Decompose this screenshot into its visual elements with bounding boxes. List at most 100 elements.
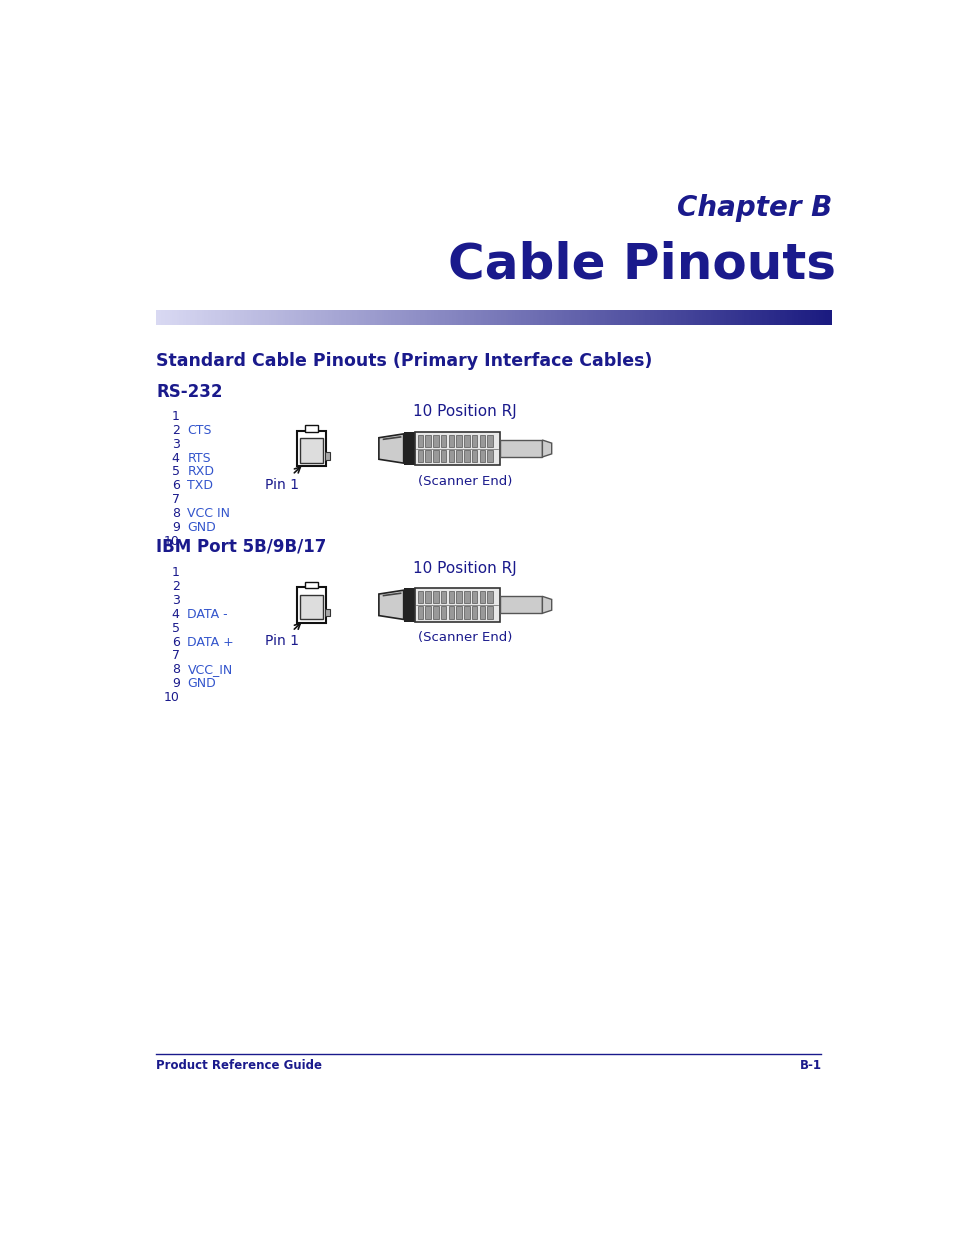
- Bar: [543, 310, 545, 325]
- Bar: [456, 310, 457, 325]
- Bar: [561, 310, 563, 325]
- Text: RTS: RTS: [187, 452, 211, 464]
- Bar: [748, 310, 750, 325]
- Bar: [440, 606, 446, 619]
- Bar: [431, 310, 433, 325]
- Bar: [609, 310, 611, 325]
- Bar: [368, 310, 370, 325]
- Bar: [690, 310, 692, 325]
- Bar: [217, 310, 219, 325]
- Bar: [379, 310, 381, 325]
- Bar: [760, 310, 761, 325]
- Bar: [399, 310, 401, 325]
- Bar: [201, 310, 204, 325]
- Bar: [413, 310, 416, 325]
- Bar: [631, 310, 634, 325]
- Bar: [302, 310, 305, 325]
- Bar: [800, 310, 802, 325]
- Bar: [510, 310, 512, 325]
- Bar: [296, 587, 326, 622]
- Bar: [451, 310, 454, 325]
- Bar: [335, 310, 336, 325]
- Bar: [500, 310, 503, 325]
- Bar: [575, 310, 578, 325]
- Bar: [433, 592, 438, 603]
- Polygon shape: [378, 590, 403, 620]
- Bar: [316, 310, 318, 325]
- Bar: [307, 310, 310, 325]
- Bar: [211, 310, 213, 325]
- Bar: [239, 310, 242, 325]
- Bar: [518, 310, 521, 325]
- Bar: [235, 310, 237, 325]
- Bar: [244, 310, 246, 325]
- Text: 4: 4: [172, 452, 179, 464]
- Bar: [485, 310, 487, 325]
- Bar: [436, 310, 437, 325]
- Bar: [196, 310, 199, 325]
- Bar: [397, 310, 399, 325]
- Text: VCC_IN: VCC_IN: [187, 663, 233, 677]
- Bar: [327, 310, 330, 325]
- Bar: [804, 310, 806, 325]
- Text: B-1: B-1: [799, 1060, 821, 1072]
- Bar: [299, 438, 323, 463]
- Bar: [442, 310, 444, 325]
- Bar: [415, 588, 499, 621]
- Bar: [457, 310, 460, 325]
- Bar: [479, 450, 484, 462]
- Text: CTS: CTS: [187, 424, 212, 437]
- Bar: [700, 310, 703, 325]
- Bar: [355, 310, 356, 325]
- Bar: [581, 310, 584, 325]
- Bar: [781, 310, 784, 325]
- Bar: [611, 310, 613, 325]
- Bar: [604, 310, 606, 325]
- Bar: [361, 310, 363, 325]
- Bar: [305, 582, 317, 588]
- Bar: [296, 431, 326, 466]
- Bar: [393, 310, 395, 325]
- Text: 2: 2: [172, 424, 179, 437]
- Bar: [573, 310, 575, 325]
- Polygon shape: [542, 440, 551, 457]
- Bar: [417, 310, 419, 325]
- Bar: [775, 310, 778, 325]
- Bar: [229, 310, 231, 325]
- Bar: [163, 310, 165, 325]
- Bar: [193, 310, 194, 325]
- Bar: [426, 310, 429, 325]
- Bar: [757, 310, 760, 325]
- Bar: [517, 310, 518, 325]
- Bar: [555, 310, 557, 325]
- Bar: [667, 310, 669, 325]
- Bar: [740, 310, 741, 325]
- Bar: [821, 310, 822, 325]
- Bar: [505, 310, 507, 325]
- Polygon shape: [378, 433, 403, 463]
- Bar: [176, 310, 179, 325]
- Bar: [255, 310, 257, 325]
- Bar: [179, 310, 181, 325]
- Bar: [538, 310, 541, 325]
- Bar: [318, 310, 320, 325]
- Bar: [636, 310, 638, 325]
- Bar: [768, 310, 771, 325]
- Text: (Scanner End): (Scanner End): [417, 631, 512, 643]
- Bar: [310, 310, 312, 325]
- Text: Chapter B: Chapter B: [677, 194, 831, 222]
- Bar: [647, 310, 649, 325]
- Bar: [440, 435, 446, 447]
- Bar: [388, 310, 391, 325]
- Bar: [417, 606, 422, 619]
- Bar: [489, 310, 492, 325]
- Bar: [721, 310, 723, 325]
- Bar: [425, 450, 431, 462]
- Bar: [219, 310, 221, 325]
- Text: 10: 10: [164, 692, 179, 704]
- Bar: [523, 310, 525, 325]
- Bar: [478, 310, 480, 325]
- Bar: [295, 310, 298, 325]
- Bar: [294, 310, 295, 325]
- Bar: [440, 592, 446, 603]
